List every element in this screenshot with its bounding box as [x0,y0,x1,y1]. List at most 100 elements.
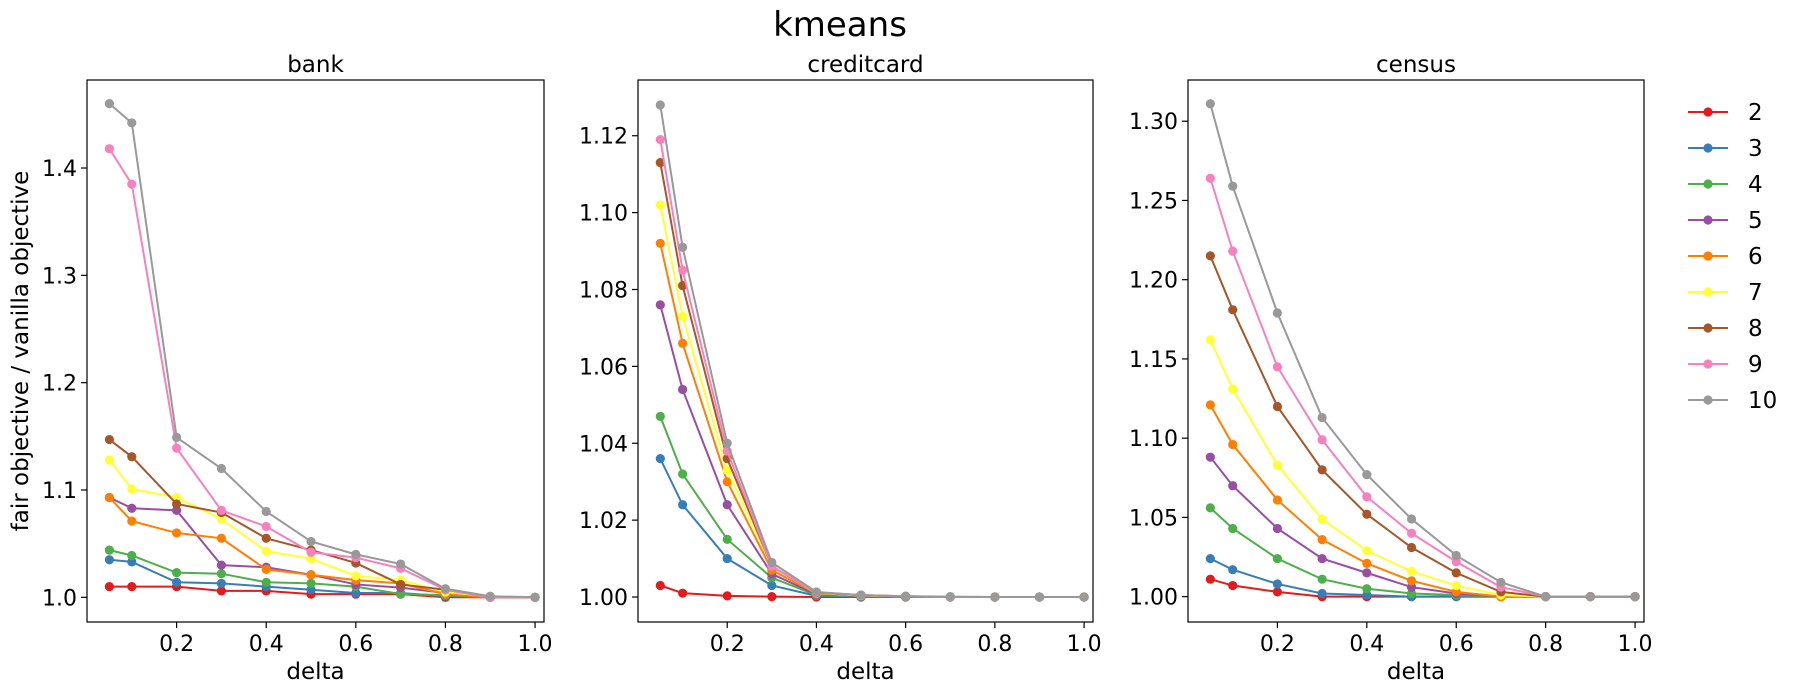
data-point [216,514,227,524]
data-point [127,484,137,494]
legend-entry-5: 5 [1688,208,1763,234]
data-point [306,536,316,547]
data-point [1451,557,1461,567]
data-point [104,434,115,445]
data-point [1630,592,1640,602]
x-tick-label: 1.0 [518,632,553,657]
data-point [722,553,732,564]
chart-panel-bank: bank 0.2 0.4 0.6 0.8 1.0 1.0 1.1 1.2 1.3 1.4 delta [42,52,553,685]
data-point [261,546,271,556]
data-point [261,521,271,532]
data-point [351,571,361,581]
data-point [678,338,688,348]
data-point [1451,580,1461,591]
legend-label: 7 [1748,280,1763,306]
x-tick-label: 0.4 [1349,632,1384,657]
data-point [767,592,777,602]
data-point [678,500,688,510]
data-point [104,99,115,109]
data-point [678,265,688,275]
data-point [655,300,665,310]
series-3 [655,454,1089,602]
data-point [1317,465,1327,475]
data-point [1317,534,1327,545]
data-point [1272,579,1283,589]
data-point [1228,580,1238,591]
data-point [1451,550,1461,561]
data-point [1205,335,1215,345]
series-8 [655,158,1089,602]
data-point [1406,566,1417,576]
data-point [127,557,137,567]
data-point [216,533,227,543]
data-point [1228,305,1238,315]
data-point [104,455,115,465]
x-tick-label: 0.4 [799,632,834,657]
x-tick-label: 1.0 [1067,632,1102,657]
y-tick-label: 1.10 [1129,427,1178,452]
y-axis-label: fair objective / vanilla objective [8,171,34,532]
data-point [396,559,406,569]
data-point [216,505,227,515]
data-point [172,577,182,587]
data-point [1317,514,1327,524]
x-tick-label: 0.2 [1260,632,1295,657]
x-tick-label: 0.6 [1439,632,1474,657]
legend-marker [1703,287,1713,297]
y-tick-label: 1.0 [42,586,77,611]
y-tick-label: 1.02 [579,509,628,534]
data-point [1205,574,1215,584]
y-tick-label: 1.05 [1129,506,1178,531]
series-4 [1205,503,1640,602]
y-tick-label: 1.30 [1129,110,1178,135]
data-point [1272,460,1283,470]
data-point [1362,558,1372,568]
data-point [172,505,182,515]
data-point [1205,251,1215,261]
series-9 [104,144,540,602]
x-axis-label: delta [1387,659,1445,685]
series-line [659,139,1085,599]
x-tick-label: 0.8 [977,632,1012,657]
x-tick-label: 0.8 [1528,632,1563,657]
legend-entry-8: 8 [1688,316,1763,342]
legend-marker [1703,359,1713,369]
data-point [127,118,137,128]
data-point [1272,362,1283,372]
legend-marker [1703,143,1713,153]
y-tick-label: 1.15 [1129,348,1178,373]
data-point [127,503,137,513]
plot-frame [637,79,1094,623]
data-point [811,587,822,597]
series-2 [655,580,1089,602]
data-point [1362,492,1372,502]
data-point [396,579,406,590]
data-point [1362,470,1372,480]
data-point [678,469,688,479]
data-point [1205,503,1215,513]
data-point [1317,412,1327,423]
data-point [351,549,361,559]
data-point [678,384,688,395]
y-tick-label: 1.20 [1129,269,1178,294]
data-point [351,588,361,598]
y-tick-label: 1.00 [579,586,628,611]
data-point [1205,452,1215,462]
data-point [767,580,777,591]
x-tick-label: 0.6 [338,632,373,657]
legend: 2 3 4 5 6 7 8 9 10 [1688,100,1777,414]
data-point [306,547,316,557]
data-point [1272,308,1283,318]
data-point [722,477,732,487]
data-point [1034,592,1045,602]
data-point [216,586,227,596]
data-point [655,134,665,145]
y-tick-label: 1.06 [579,355,628,380]
data-point [1541,592,1551,602]
y-tick-label: 1.12 [579,125,628,150]
data-point [1496,577,1506,587]
legend-entry-6: 6 [1688,244,1763,270]
data-point [1317,554,1327,564]
data-point [1079,592,1089,602]
